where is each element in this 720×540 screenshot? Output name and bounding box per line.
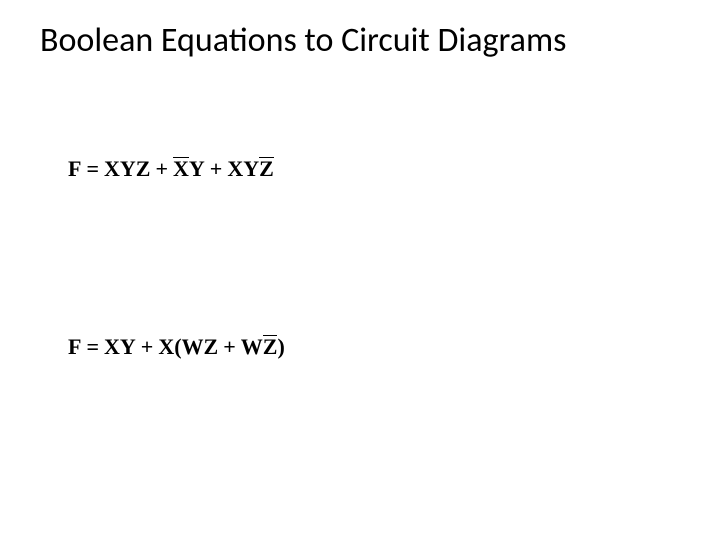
plus-sign: + — [150, 156, 173, 181]
eq2-term-xy: XY — [104, 334, 136, 360]
eq1-term-xyz: XYZ — [104, 156, 150, 182]
equation-2: F=XY+X(WZ+WZ) — [68, 334, 285, 360]
eq2-term-xparenwz: X(WZ — [158, 334, 218, 360]
eq1-term-y: Y — [189, 156, 205, 182]
eq2-lhs: F — [68, 334, 81, 360]
eq2-term-zbar: Z — [263, 334, 278, 360]
eq2-close-paren: ) — [277, 334, 284, 360]
plus-sign: + — [136, 334, 159, 359]
slide: Boolean Equations to Circuit Diagrams F=… — [0, 0, 720, 540]
slide-title: Boolean Equations to Circuit Diagrams — [40, 20, 680, 61]
plus-sign: + — [218, 334, 241, 359]
eq1-term-xbar: X — [173, 156, 189, 182]
eq1-term-xy: XY — [227, 156, 259, 182]
equals-sign: = — [81, 334, 104, 359]
eq1-term-zbar: Z — [259, 156, 274, 182]
eq1-lhs: F — [68, 156, 81, 182]
equation-1: F=XYZ+XY+XYZ — [68, 156, 274, 182]
equals-sign: = — [81, 156, 104, 181]
plus-sign: + — [205, 156, 228, 181]
eq2-term-w: W — [241, 334, 263, 360]
